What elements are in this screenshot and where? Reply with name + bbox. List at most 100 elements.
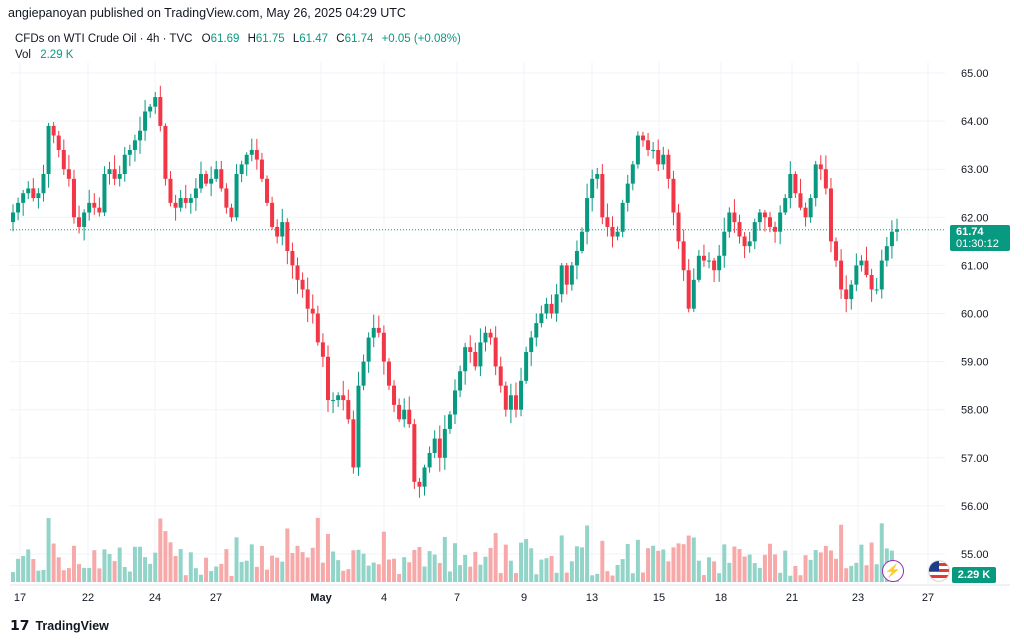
y-tick-label: 55.00	[961, 549, 989, 561]
candle-body	[889, 231, 894, 247]
volume-bar	[336, 560, 341, 582]
volume-bar	[66, 568, 71, 582]
volume-bar	[71, 545, 76, 582]
volume-bar	[265, 569, 270, 582]
volume-bar	[36, 570, 41, 582]
candle-body	[46, 125, 51, 175]
volume-bar	[371, 562, 376, 582]
volume-bar	[376, 564, 381, 582]
candle-body	[173, 202, 178, 208]
candle-body	[834, 241, 839, 261]
candle-body	[691, 279, 696, 309]
volume-legend: Vol 2.29 K	[15, 49, 73, 61]
x-tick-label: 17	[14, 592, 26, 604]
publisher-line: angiepanoyan published on TradingView.co…	[8, 6, 406, 20]
us-flag-icon[interactable]	[928, 560, 950, 582]
volume-bar	[234, 537, 239, 582]
candle-body	[529, 337, 534, 352]
x-tick-label: 24	[149, 592, 161, 604]
candle-body	[26, 188, 31, 194]
volume-bar	[447, 571, 452, 582]
candle-body	[361, 361, 366, 386]
tradingview-logo-icon: 𝟭𝟳	[10, 617, 30, 633]
volume-bar	[417, 547, 422, 582]
candle-body	[803, 207, 808, 218]
candle-body	[610, 226, 615, 237]
candle-body	[717, 255, 722, 271]
x-tick-label: 7	[454, 592, 460, 604]
candle-body	[366, 337, 371, 362]
volume-bar	[87, 567, 92, 582]
volume-bar	[844, 568, 849, 582]
volume-bar	[209, 571, 214, 582]
volume-bar	[361, 553, 366, 582]
volume-bar	[331, 551, 336, 582]
volume-bar	[828, 550, 833, 582]
candle-body	[320, 342, 325, 357]
candle-body	[209, 178, 214, 184]
volume-bar	[356, 549, 361, 582]
candle-body	[153, 97, 158, 107]
candle-body	[371, 327, 376, 338]
volume-bar	[290, 552, 295, 582]
open-value: 61.69	[210, 33, 240, 45]
volume-bar	[574, 546, 579, 582]
symbol-name[interactable]: CFDs on WTI Crude Oil · 4h · TVC	[15, 33, 193, 45]
volume-bar	[620, 559, 625, 582]
volume-bar	[285, 528, 290, 582]
candle-body	[468, 347, 473, 352]
candle-body	[630, 164, 635, 184]
volume-bar	[793, 565, 798, 582]
volume-bar	[11, 572, 15, 582]
close-label: C	[336, 33, 345, 45]
candle-body	[559, 265, 564, 295]
candle-body	[524, 351, 529, 381]
candle-body	[102, 174, 107, 213]
candle-body	[488, 332, 493, 338]
candle-body	[661, 154, 666, 165]
volume-badge: 2.29 K	[952, 567, 996, 583]
candle-body	[757, 212, 762, 223]
volume-bar	[92, 550, 97, 582]
candle-body	[676, 212, 681, 242]
high-label: H	[247, 33, 256, 45]
volume-bar	[341, 570, 346, 582]
volume-bar	[686, 535, 691, 582]
candle-body	[82, 212, 87, 227]
candle-body	[884, 246, 889, 261]
volume-bar	[478, 564, 483, 582]
candle-body	[458, 371, 463, 391]
volume-bar	[595, 573, 600, 582]
candle-body	[747, 241, 752, 247]
volume-bar	[666, 561, 671, 582]
x-tick-label: 9	[521, 592, 527, 604]
volume-bar	[204, 557, 209, 582]
volume-bar	[818, 552, 823, 582]
candle-body	[158, 97, 163, 126]
close-value: 61.74	[344, 33, 374, 45]
volume-bar	[239, 561, 244, 582]
volume-bar	[61, 570, 66, 582]
candle-body	[107, 169, 112, 175]
lightning-icon[interactable]: ⚡	[882, 560, 904, 582]
candle-body	[204, 174, 209, 184]
volume-bar	[676, 543, 681, 582]
x-tick-label: 27	[922, 592, 934, 604]
high-value: 61.75	[255, 33, 285, 45]
candle-body	[417, 481, 422, 487]
candle-body	[895, 229, 899, 232]
candle-body	[234, 174, 239, 218]
volume-bar	[158, 518, 163, 582]
volume-bar	[732, 546, 737, 582]
volume-bar	[513, 573, 518, 582]
volume-bar	[82, 567, 87, 582]
candle-body	[66, 169, 71, 179]
candle-body	[869, 275, 874, 290]
candle-body	[590, 178, 595, 199]
candle-body	[778, 212, 783, 232]
candle-body	[544, 303, 549, 314]
candle-body	[696, 255, 701, 280]
volume-bar	[259, 546, 264, 582]
volume-bar	[722, 544, 727, 582]
